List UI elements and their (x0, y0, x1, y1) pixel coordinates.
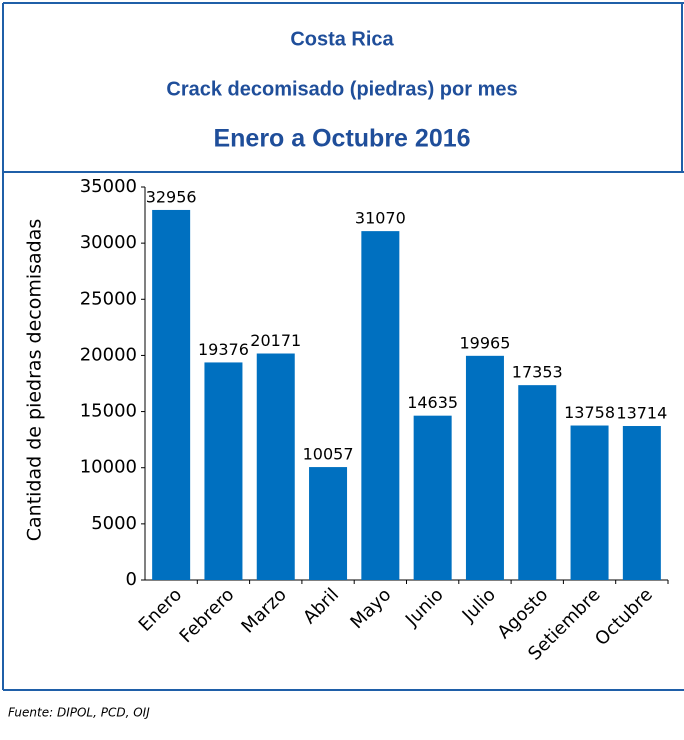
data-label: 20171 (250, 331, 301, 350)
x-tick-label: Abril (299, 584, 343, 628)
bar (570, 425, 609, 580)
y-tick-label: 10000 (80, 457, 137, 478)
source: Fuente: DIPOL, PCD, OIJ (8, 706, 150, 720)
chart-subtitle: Crack decomisado (piedras) por mes (166, 78, 517, 100)
data-label: 13758 (564, 403, 615, 422)
data-label: 10057 (303, 445, 354, 464)
y-tick-label: 20000 (80, 344, 137, 365)
data-label: 17353 (512, 363, 563, 382)
data-label: 32956 (146, 187, 197, 206)
x-tick-label: Mayo (346, 584, 395, 633)
bar (361, 231, 400, 580)
chart-period: Enero a Octubre 2016 (213, 125, 470, 153)
x-tick-label: Febrero (176, 584, 239, 647)
data-label: 13714 (616, 404, 667, 423)
x-tick-label: Junio (401, 584, 448, 631)
x-tick-label: Marzo (237, 584, 290, 637)
x-tick-label: Octubre (591, 584, 657, 650)
bar (518, 385, 557, 580)
x-tick-label: Julio (458, 584, 500, 626)
bar (152, 209, 191, 580)
data-label: 31070 (355, 209, 406, 228)
bar (309, 467, 348, 580)
y-tick-label: 5000 (91, 513, 137, 534)
frame (2, 2, 684, 691)
bar (413, 415, 452, 580)
bar (204, 362, 243, 580)
bar (256, 353, 295, 580)
bar (465, 355, 504, 580)
chart-title: Costa Rica (290, 28, 394, 50)
y-tick-label: 25000 (80, 288, 137, 309)
y-axis-label: Cantidad de piedras decomisadas (24, 219, 46, 542)
data-label: 19376 (198, 340, 249, 359)
y-tick-label: 15000 (80, 401, 137, 422)
bar (622, 426, 661, 580)
y-tick-label: 0 (126, 569, 137, 590)
y-tick-label: 30000 (80, 232, 137, 253)
data-label: 19965 (459, 333, 510, 352)
data-label: 14635 (407, 393, 458, 412)
y-tick-label: 35000 (80, 176, 137, 197)
